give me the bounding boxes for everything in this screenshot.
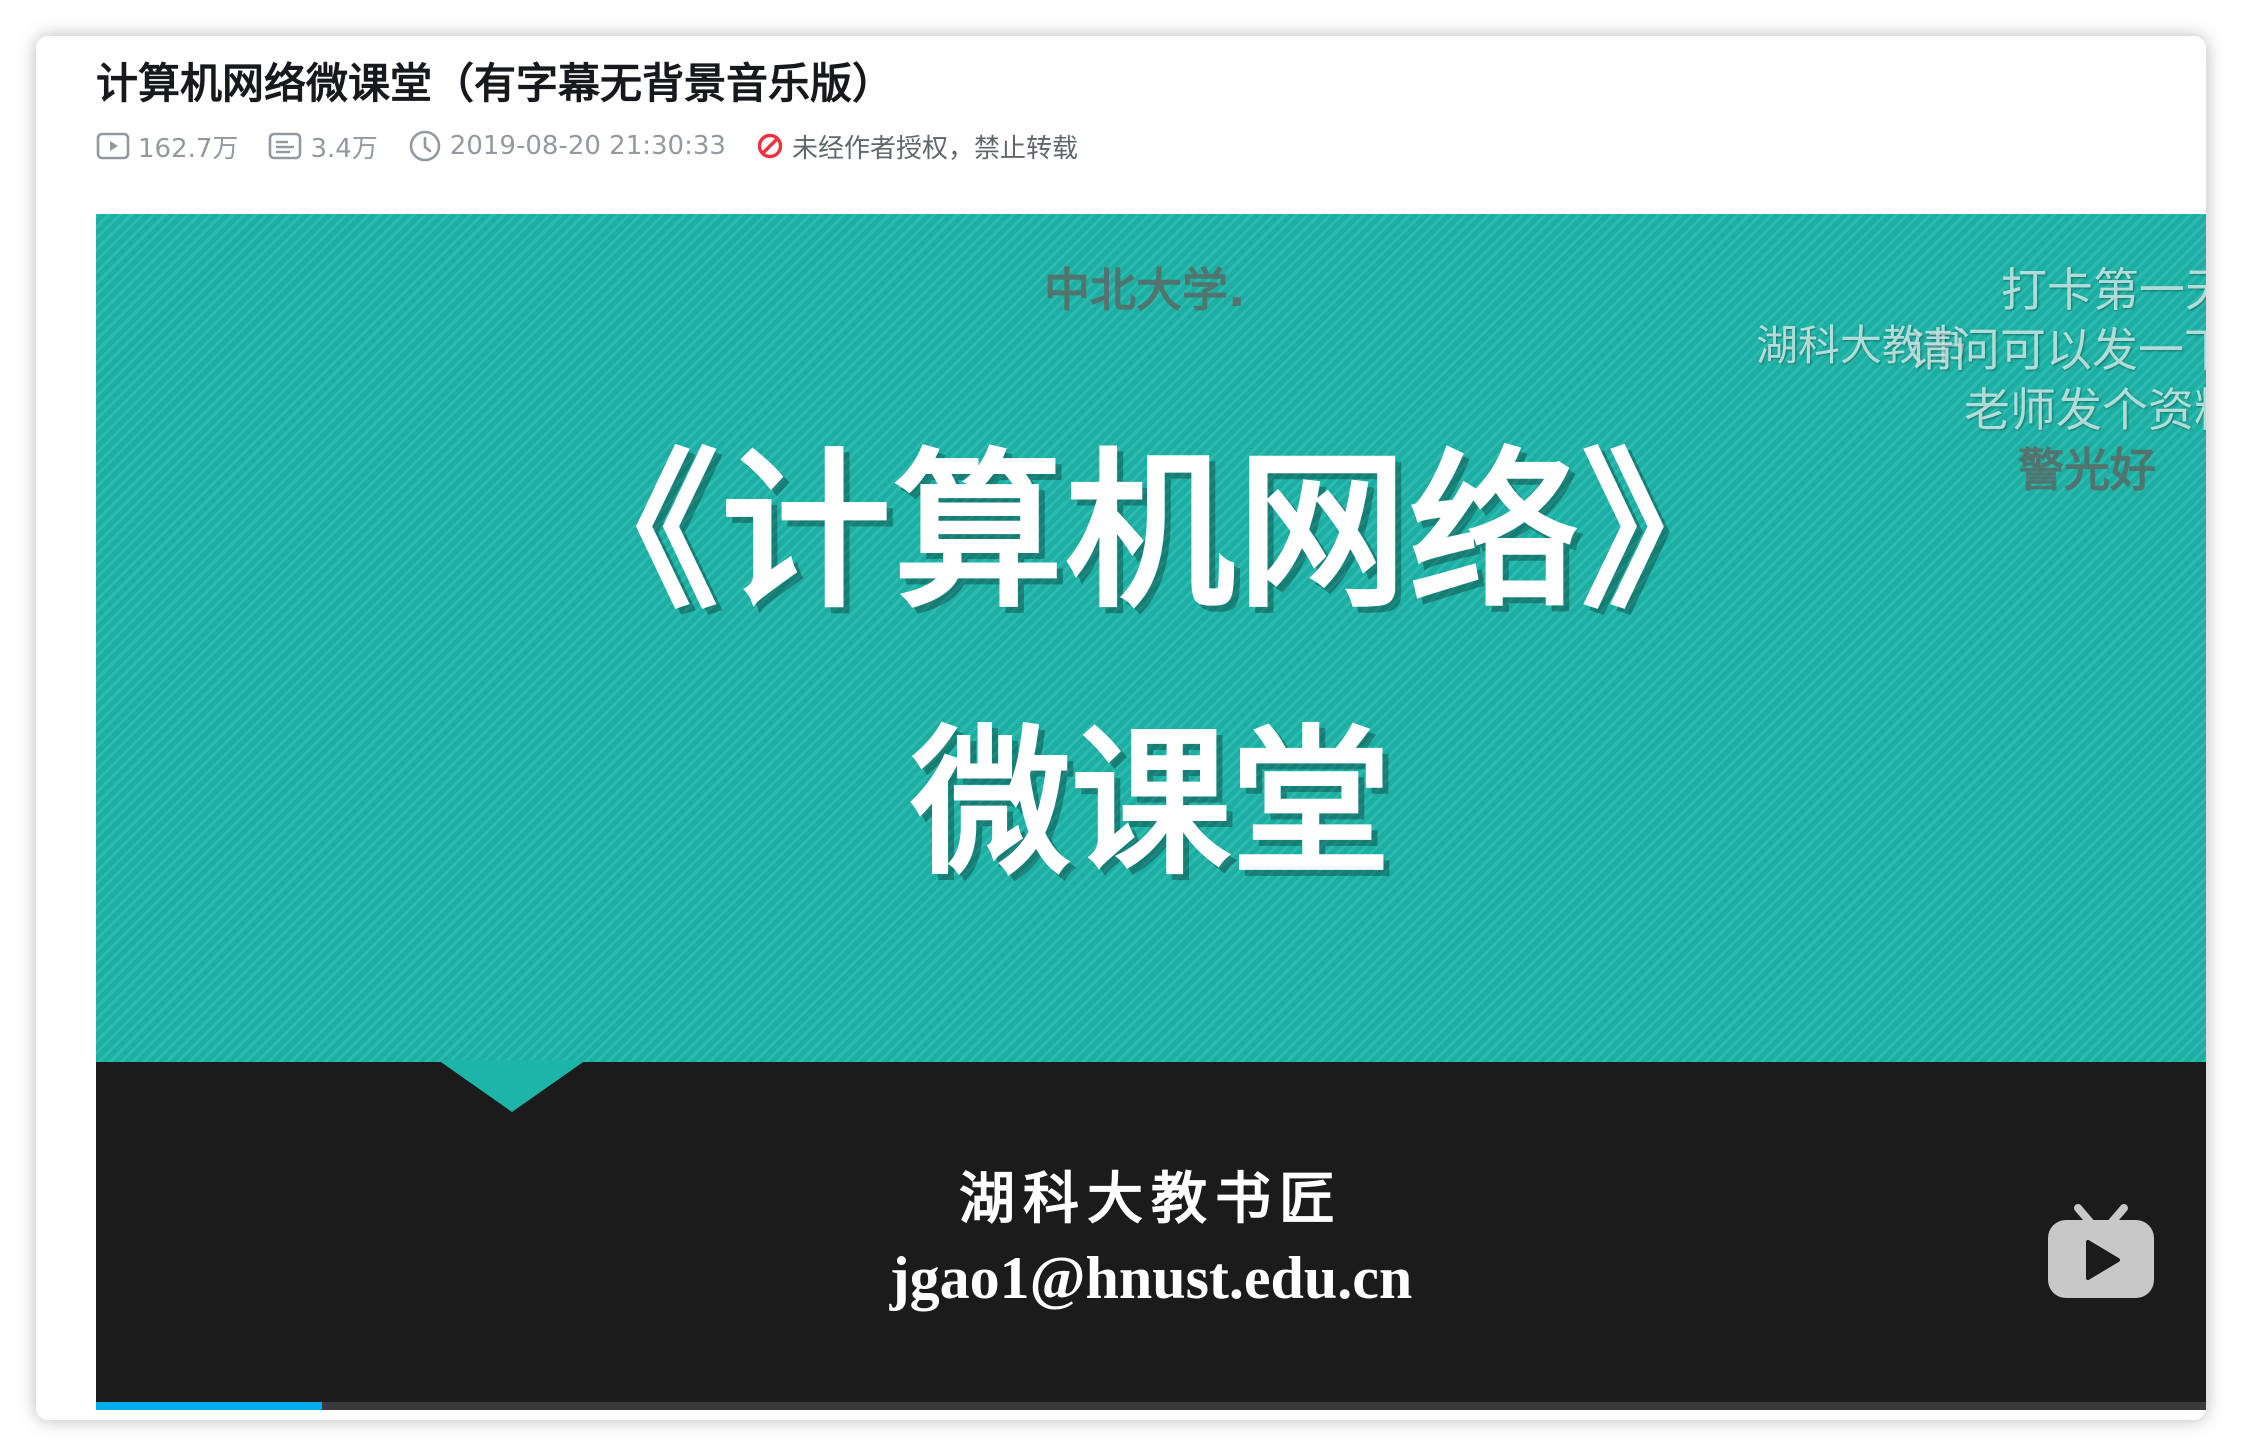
copyright-notice-text: 未经作者授权，禁止转载 [791, 133, 1078, 164]
slide-author: 湖科大教书匠 [959, 1166, 1343, 1232]
video-meta-bar: 162.7万 3.4万 2019-08-20 21:30:33 未经作者授权 [96, 126, 1108, 166]
publish-time-value: 2019-08-20 21:30:33 [449, 131, 726, 161]
slide-email: jgao1@hnust.edu.cn [889, 1245, 1413, 1311]
danmaku-comment: 请问可以发一下 [1908, 323, 2206, 377]
video-player[interactable]: 《计算机网络》 微课堂 湖科大教书匠 jgao1@hnust.edu.cn 中北… [96, 214, 2206, 1410]
view-count-value: 162.7万 [138, 133, 239, 164]
slide-main-title: 《计算机网络》 [548, 434, 1753, 632]
clock-icon [409, 130, 441, 162]
danmaku-comment: 警光好 [2018, 443, 2156, 497]
bilibili-tv-logo-icon [2048, 1204, 2154, 1298]
progress-bar[interactable] [96, 1402, 2206, 1410]
danmaku-count-value: 3.4万 [310, 133, 378, 164]
danmaku-comment: 打卡第一天 [2001, 263, 2206, 317]
prohibited-icon [757, 133, 783, 159]
danmaku-comment: 中北大学. [1044, 263, 1246, 317]
video-title: 计算机网络微课堂（有字幕无背景音乐版） [96, 59, 895, 108]
publish-time: 2019-08-20 21:30:33 [408, 129, 726, 163]
danmaku-comment: 湖科大教书 [1756, 321, 1967, 370]
copyright-notice: 未经作者授权，禁止转载 [756, 128, 1078, 165]
danmaku-comment: 老师发个资料 [1964, 383, 2206, 437]
danmaku-icon [269, 132, 302, 160]
video-page-window: 计算机网络微课堂（有字幕无背景音乐版） 162.7万 3.4万 2019-08 [36, 36, 2206, 1420]
slide-notch [438, 1060, 586, 1112]
play-count-icon [96, 132, 130, 160]
slide-title-panel [96, 214, 2206, 1062]
view-count: 162.7万 [96, 128, 238, 165]
progress-bar-fill [96, 1402, 322, 1410]
danmaku-count: 3.4万 [268, 128, 378, 165]
slide-sub-title: 微课堂 [910, 710, 1391, 897]
